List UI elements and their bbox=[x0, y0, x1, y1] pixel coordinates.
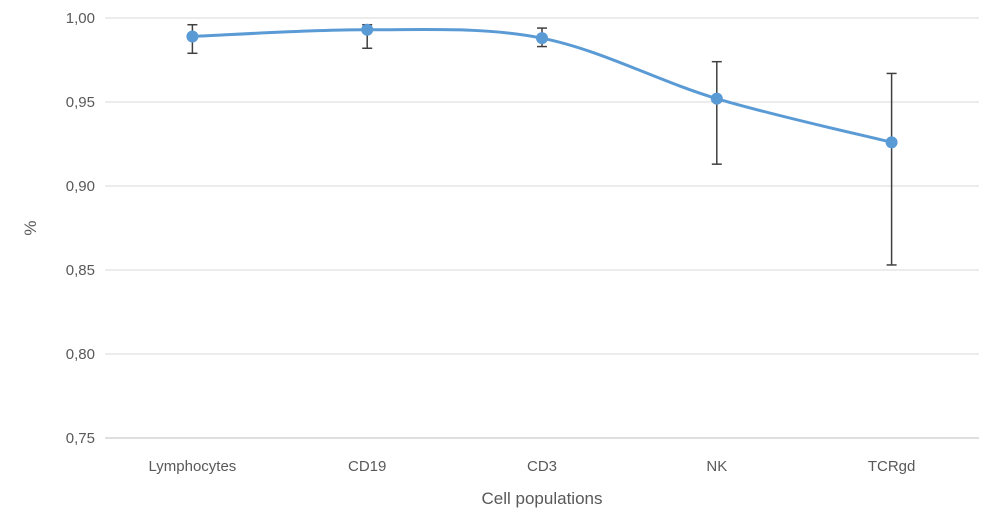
y-tick-label: 0,75 bbox=[66, 430, 95, 447]
y-tick-label: 0,95 bbox=[66, 94, 95, 111]
data-points bbox=[186, 23, 898, 149]
error-bars bbox=[187, 23, 897, 266]
data-point bbox=[536, 32, 548, 45]
error-bar bbox=[711, 60, 722, 165]
x-tick-label: NK bbox=[706, 458, 727, 475]
x-tick-label: TCRgd bbox=[868, 458, 916, 475]
x-axis-ticks: Lymphocytes CD19 CD3 NK TCRgd bbox=[148, 458, 915, 475]
y-tick-label: 1,00 bbox=[66, 10, 95, 27]
x-tick-label: Lymphocytes bbox=[148, 458, 236, 475]
x-tick-label: CD3 bbox=[527, 458, 557, 475]
y-tick-label: 0,90 bbox=[66, 178, 95, 195]
data-point bbox=[885, 136, 898, 149]
y-tick-label: 0,80 bbox=[66, 346, 95, 363]
y-tick-label: 0,85 bbox=[66, 262, 95, 279]
y-axis-ticks: 0,75 0,80 0,85 0,90 0,95 1,00 bbox=[66, 10, 95, 447]
data-point bbox=[710, 92, 723, 105]
gridlines bbox=[105, 17, 979, 355]
x-tick-label: CD19 bbox=[348, 458, 386, 475]
y-axis-title: % bbox=[21, 220, 40, 235]
data-point bbox=[361, 23, 374, 36]
x-axis-title: Cell populations bbox=[482, 489, 603, 508]
error-bar bbox=[886, 72, 897, 266]
data-point bbox=[186, 30, 199, 43]
